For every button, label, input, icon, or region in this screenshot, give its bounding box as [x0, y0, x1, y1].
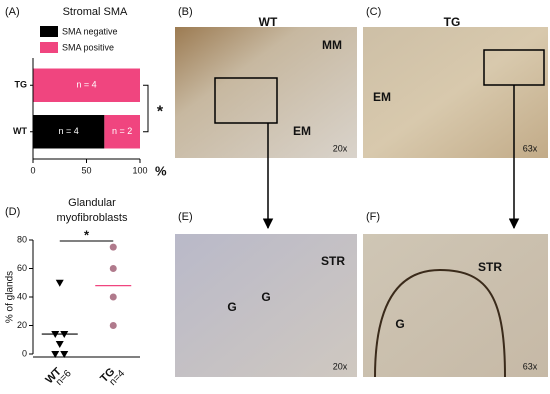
legend-swatch [40, 42, 58, 53]
legend-label: SMA positive [62, 42, 114, 52]
x-tick-label: 50 [81, 165, 91, 175]
data-point [51, 331, 60, 339]
panel-label: (C) [366, 6, 381, 18]
magnification: 20x [333, 361, 348, 371]
image-annotation: G [395, 317, 404, 331]
data-point [109, 243, 117, 251]
segment-label: n = 2 [112, 126, 132, 136]
data-point [109, 265, 117, 272]
data-point [109, 293, 117, 301]
panel-label: (F) [366, 211, 380, 223]
y-tick-label: 0 [22, 348, 27, 358]
image-annotation: STR [321, 254, 345, 268]
x-tick-label: 100 [132, 165, 147, 175]
bar-segment [104, 115, 140, 149]
magnification: 20x [333, 143, 348, 153]
image-annotation: EM [293, 124, 311, 138]
y-tick-label: TG [15, 80, 28, 90]
data-point [55, 279, 64, 287]
panel-label: (E) [178, 211, 193, 223]
micrograph [175, 27, 357, 158]
y-tick-label: 40 [17, 291, 27, 301]
bar-segment [33, 68, 140, 102]
image-annotation: STR [478, 260, 502, 274]
y-tick-label: 80 [17, 234, 27, 244]
legend-label: SMA negative [62, 26, 118, 36]
chart-title: myofibroblasts [57, 212, 128, 224]
significance-bracket [143, 84, 149, 133]
data-point [109, 322, 117, 329]
micrograph [175, 234, 357, 377]
panel-label: (B) [178, 6, 193, 18]
segment-label: n = 4 [76, 80, 96, 90]
significance: * [157, 104, 164, 121]
image-title: WT [259, 15, 278, 29]
x-tick-label: 0 [30, 165, 35, 175]
segment-label: n = 4 [59, 126, 79, 136]
chart-title: Glandular [68, 197, 116, 209]
data-point [55, 341, 64, 349]
legend-swatch [40, 26, 58, 37]
y-tick-label: 20 [17, 320, 27, 330]
zoom-box [214, 77, 278, 124]
significance: * [84, 227, 90, 242]
chart-title: Stromal SMA [63, 6, 128, 18]
micrograph [363, 27, 548, 158]
image-annotation: MM [322, 38, 342, 52]
y-tick-label: WT [13, 126, 27, 136]
data-point [60, 351, 69, 358]
x-axis-label: % [155, 163, 167, 178]
image-annotation: EM [373, 90, 391, 104]
panel-label: (A) [5, 6, 20, 18]
gland-outline [374, 268, 506, 378]
image-annotation: G [261, 290, 270, 304]
image-title: TG [444, 15, 461, 29]
data-point [60, 331, 69, 339]
bar-segment [33, 115, 105, 149]
magnification: 63x [523, 361, 538, 371]
magnification: 63x [523, 143, 538, 153]
y-axis-label: % of glands [5, 271, 16, 323]
y-tick-label: 60 [17, 263, 27, 273]
data-point [51, 351, 60, 358]
panel-label: (D) [5, 206, 20, 218]
micrograph [363, 234, 548, 377]
image-annotation: G [227, 300, 236, 314]
